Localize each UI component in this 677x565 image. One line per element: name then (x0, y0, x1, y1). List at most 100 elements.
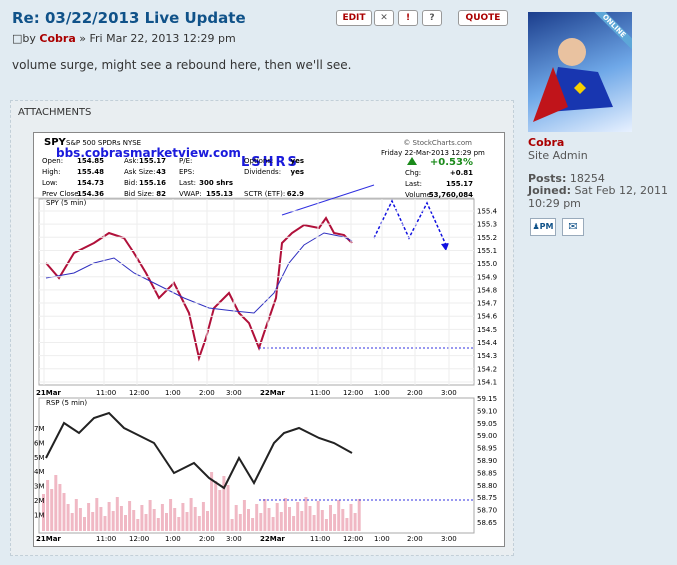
report-button[interactable]: ! (398, 10, 418, 26)
volume-bar-illustration (58, 484, 62, 531)
lower-panel (38, 397, 475, 534)
volume-bar-illustration (62, 493, 66, 531)
volume-bar-illustration (132, 510, 136, 531)
annotation: LSHRS (241, 155, 299, 170)
rsp-tick-label: 59.00 (477, 432, 497, 440)
change-pct: +0.53% (430, 157, 473, 168)
summary-value: +0.81 (450, 169, 473, 177)
volume-tick-label: 6M (34, 439, 45, 447)
volume-bar-illustration (316, 501, 320, 531)
quote-button[interactable]: QUOTE (458, 10, 508, 26)
volume-bar-illustration (144, 514, 148, 531)
rsp-tick-label: 58.90 (477, 457, 497, 465)
price-tick-label: 154.1 (477, 378, 497, 386)
quote-label: SCTR (ETF): (244, 190, 285, 198)
volume-bar-illustration (107, 502, 111, 531)
post-byline: □by Cobra » Fri Mar 22, 2013 12:29 pm (12, 32, 236, 45)
price-panel-label: SPY (5 min) (46, 199, 87, 207)
time-tick-label: 1:00 (374, 389, 390, 397)
volume-bar-illustration (136, 519, 140, 531)
volume-bar-illustration (128, 501, 132, 531)
by-label: by (22, 32, 36, 45)
volume-bar-illustration (70, 513, 74, 531)
volume-tick-label: 3M (34, 483, 45, 491)
volume-bar-illustration (124, 515, 127, 531)
volume-bar-illustration (99, 507, 103, 531)
volume-bar-illustration (324, 519, 328, 531)
volume-bar-illustration (189, 498, 193, 531)
volume-bar-illustration (333, 514, 337, 531)
volume-bar-illustration (185, 512, 189, 531)
pm-button[interactable]: ♟PM (530, 218, 556, 236)
post-date: » Fri Mar 22, 2013 12:29 pm (79, 32, 236, 45)
price-tick-label: 155.1 (477, 247, 497, 255)
author[interactable]: Cobra (39, 32, 76, 45)
lower-panel-label: RSP (5 min) (46, 399, 87, 407)
price-panel (38, 198, 475, 386)
volume-bar-illustration (91, 512, 95, 531)
avatar[interactable]: ONLINE (528, 12, 632, 132)
volume-bar-illustration (87, 503, 91, 531)
quote-value: 154.36 (77, 190, 104, 198)
edit-button[interactable]: EDIT (336, 10, 372, 26)
time-tick-label: 12:00 (343, 389, 363, 397)
time-tick-label-lower: 3:00 (441, 535, 457, 543)
price-tick-label: 154.8 (477, 286, 497, 294)
volume-bar-illustration (206, 511, 209, 531)
rsp-tick-label: 58.65 (477, 519, 497, 527)
rsp-tick-label: 58.70 (477, 507, 497, 515)
volume-bar-illustration (197, 516, 201, 531)
posts-label: Posts: (528, 172, 567, 185)
info-button[interactable]: ? (422, 10, 442, 26)
quote-value: 43 (156, 168, 166, 176)
avatar-figure (533, 38, 613, 122)
volume-bar-illustration (119, 506, 123, 531)
volume-bar-illustration (193, 507, 197, 531)
price-tick-label: 154.6 (477, 313, 498, 321)
price-tick-label: 155.4 (477, 208, 498, 216)
volume-bar-illustration (165, 513, 168, 531)
joined-date: Sat Feb 12, 2011 10:29 pm (528, 184, 668, 210)
volume-bar-illustration (304, 497, 308, 531)
quote-label: EPS: (179, 168, 194, 176)
price-tick-label: 154.5 (477, 326, 497, 334)
volume-bar-illustration (288, 507, 291, 531)
quote-date: Friday 22-Mar-2013 12:29 pm (381, 149, 485, 157)
volume-bar-illustration (234, 505, 238, 531)
volume-bar-illustration (210, 472, 214, 531)
volume-bar-illustration (312, 515, 316, 531)
volume-bar-illustration (242, 500, 246, 531)
volume-bar-illustration (111, 511, 115, 531)
quote-value: 155.48 (77, 168, 104, 176)
volume-tick-label: 4M (34, 468, 45, 476)
quote-label: Open: (42, 157, 63, 165)
quote-label: Options: (244, 157, 273, 165)
quote-label: P/E: (179, 157, 192, 165)
volume-bar-illustration (320, 510, 324, 531)
profile-username[interactable]: Cobra (528, 136, 565, 149)
volume-bar-illustration (329, 505, 332, 531)
rsp-tick-label: 58.80 (477, 482, 497, 490)
volume-bar-illustration (156, 518, 160, 531)
quote-label: Ask Size: (124, 168, 155, 176)
post-title[interactable]: Re: 03/22/2013 Live Update (12, 9, 246, 27)
volume-bar-illustration (271, 517, 275, 531)
quote-value: 154.85 (77, 157, 104, 165)
rsp-illustration (45, 411, 353, 490)
quote-value: 155.16 (139, 179, 166, 187)
volume-tick-label: 2M (34, 497, 45, 505)
quote-label: High: (42, 168, 60, 176)
rsp-tick-label: 58.85 (477, 469, 497, 477)
time-tick-label-lower: 11:00 (96, 535, 116, 543)
price-tick-label: 155.2 (477, 234, 497, 242)
attachment-chart: SPY S&P 500 SPDRs NYSE © StockCharts.com… (33, 132, 505, 547)
time-tick-label: 3:00 (226, 389, 242, 397)
volume-bar-illustration (230, 519, 234, 531)
attachments-label: ATTACHMENTS (18, 107, 92, 118)
email-button[interactable]: ✉ (562, 218, 584, 236)
summary-label: Volume: (405, 191, 433, 199)
time-tick-label-lower: 2:00 (407, 535, 423, 543)
website: bbs.cobrasmarketview.com (56, 146, 241, 160)
delete-button[interactable]: ✕ (374, 10, 394, 26)
